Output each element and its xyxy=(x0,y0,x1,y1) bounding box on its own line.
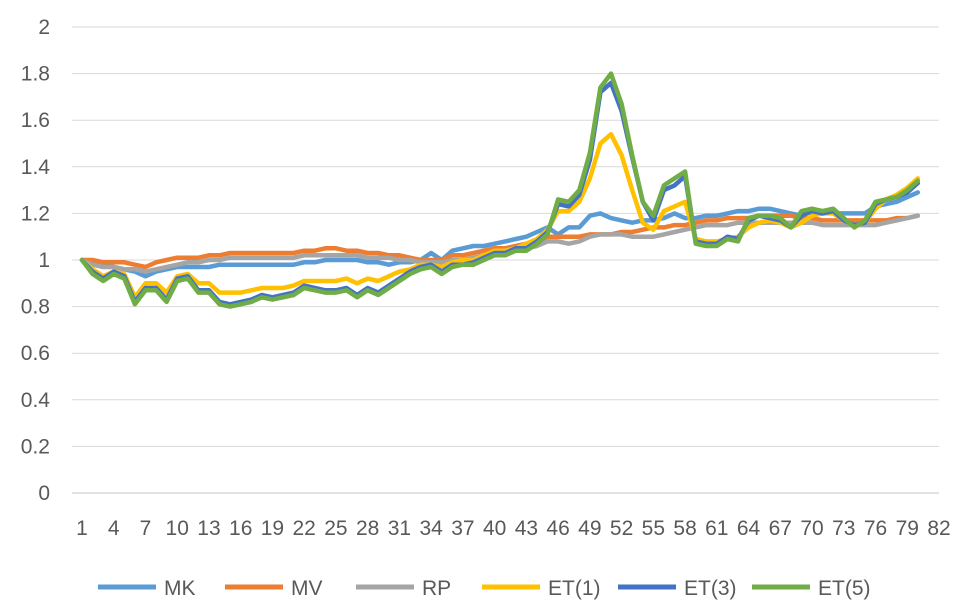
x-tick-label: 79 xyxy=(896,517,919,540)
series-line-et-3 xyxy=(79,80,921,307)
y-tick-label: 1.6 xyxy=(21,109,50,132)
legend-item: ET(1) xyxy=(482,577,601,600)
x-tick-label: 43 xyxy=(515,517,538,540)
y-tick-label: 0.4 xyxy=(21,389,51,412)
legend-label: MK xyxy=(164,577,196,600)
legend-item: ET(3) xyxy=(618,577,737,600)
x-tick-label: 13 xyxy=(197,517,220,540)
y-tick-label: 0.8 xyxy=(21,296,50,319)
x-tick-label: 58 xyxy=(673,517,696,540)
legend-item: MV xyxy=(225,577,323,600)
y-axis-tick-labels: 0 0.2 0.4 0.6 0.8 1 1.2 1.4 1.6 1.8 2 xyxy=(21,16,51,505)
x-tick-label: 28 xyxy=(356,517,379,540)
x-tick-label: 34 xyxy=(419,517,443,540)
legend-label: RP xyxy=(422,577,451,600)
x-tick-label: 76 xyxy=(864,517,887,540)
legend-label: ET(3) xyxy=(684,577,737,600)
legend-item: RP xyxy=(356,577,451,600)
x-tick-label: 1 xyxy=(76,517,88,540)
y-tick-label: 1 xyxy=(38,249,50,272)
x-tick-label: 64 xyxy=(737,517,761,540)
x-tick-label: 22 xyxy=(293,517,316,540)
x-tick-label: 49 xyxy=(578,517,601,540)
legend-item: ET(5) xyxy=(752,577,871,600)
x-tick-label: 67 xyxy=(769,517,792,540)
y-tick-label: 0.6 xyxy=(21,342,50,365)
series-line-et-5 xyxy=(79,71,921,309)
y-tick-label: 2 xyxy=(38,16,50,39)
series-lines xyxy=(79,71,921,309)
y-tick-label: 1.4 xyxy=(21,156,51,179)
x-tick-label: 82 xyxy=(927,517,950,540)
gridlines xyxy=(72,26,939,447)
x-tick-label: 16 xyxy=(229,517,252,540)
x-tick-label: 31 xyxy=(388,517,411,540)
x-tick-label: 61 xyxy=(705,517,728,540)
x-tick-label: 52 xyxy=(610,517,633,540)
x-tick-label: 55 xyxy=(642,517,665,540)
x-tick-label: 7 xyxy=(140,517,152,540)
x-tick-label: 4 xyxy=(108,517,120,540)
x-tick-label: 10 xyxy=(166,517,189,540)
y-tick-label: 1.8 xyxy=(21,63,50,86)
x-tick-label: 37 xyxy=(451,517,474,540)
x-tick-label: 19 xyxy=(261,517,284,540)
x-tick-label: 46 xyxy=(546,517,569,540)
x-tick-label: 40 xyxy=(483,517,506,540)
series-line-mk xyxy=(79,190,921,279)
x-tick-label: 73 xyxy=(832,517,855,540)
y-tick-label: 0.2 xyxy=(21,435,50,458)
y-tick-label: 0 xyxy=(38,482,50,505)
legend-label: MV xyxy=(291,577,323,600)
x-axis-tick-labels: 1 4 7 10 13 16 19 22 25 28 31 34 37 40 43 46 49 52 55 58 61 6… xyxy=(76,517,951,540)
x-tick-label: 70 xyxy=(800,517,823,540)
y-tick-label: 1.2 xyxy=(21,202,50,225)
legend: MK MV RP ET(1) ET(3) ET(5) xyxy=(98,577,871,600)
legend-item: MK xyxy=(98,577,196,600)
legend-label: ET(5) xyxy=(818,577,871,600)
legend-label: ET(1) xyxy=(548,577,601,600)
x-tick-label: 25 xyxy=(324,517,347,540)
